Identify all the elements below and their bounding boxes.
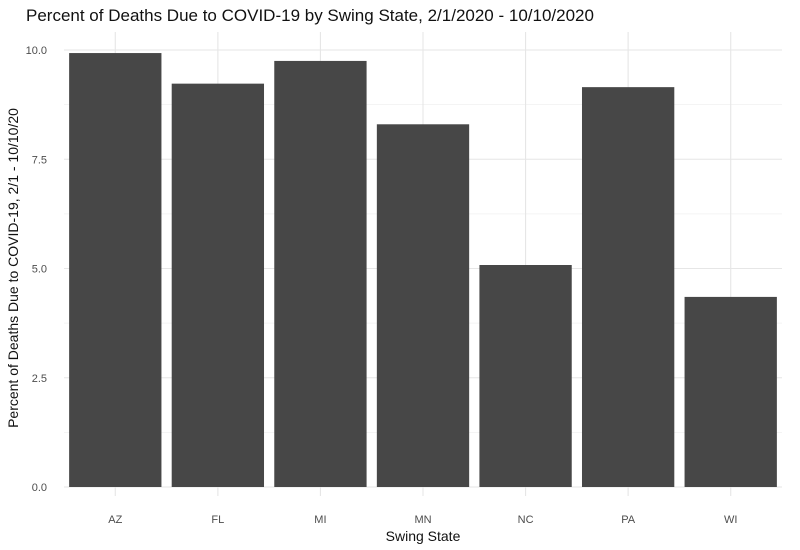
y-tick-label: 2.5 bbox=[32, 373, 47, 385]
chart-title: Percent of Deaths Due to COVID-19 by Swi… bbox=[26, 6, 594, 25]
y-tick-label: 7.5 bbox=[32, 154, 47, 166]
x-axis-title: Swing State bbox=[386, 528, 461, 544]
x-tick-label: NC bbox=[518, 514, 534, 526]
y-tick-label: 0.0 bbox=[32, 482, 47, 494]
bar-mn bbox=[376, 124, 470, 487]
x-tick-label: PA bbox=[621, 514, 636, 526]
bar-mi bbox=[274, 60, 367, 488]
bar-pa bbox=[581, 87, 675, 488]
x-tick-label: AZ bbox=[108, 514, 122, 526]
x-axis-ticks: AZ FL MI MN NC PA WI bbox=[108, 514, 737, 526]
x-tick-label: MI bbox=[314, 514, 326, 526]
y-axis-title: Percent of Deaths Due to COVID-19, 2/1 -… bbox=[5, 108, 21, 428]
bar-az bbox=[69, 53, 162, 488]
bars bbox=[69, 53, 777, 488]
x-tick-label: WI bbox=[724, 514, 737, 526]
x-tick-label: MN bbox=[414, 514, 431, 526]
bar-wi bbox=[684, 296, 777, 487]
y-tick-label: 5.0 bbox=[32, 264, 47, 276]
y-tick-label: 10.0 bbox=[26, 45, 47, 57]
y-axis-ticks: 0.0 2.5 5.0 7.5 10.0 bbox=[26, 45, 47, 494]
x-tick-label: FL bbox=[211, 514, 224, 526]
bar-fl bbox=[171, 83, 265, 488]
bar-nc bbox=[479, 265, 572, 487]
